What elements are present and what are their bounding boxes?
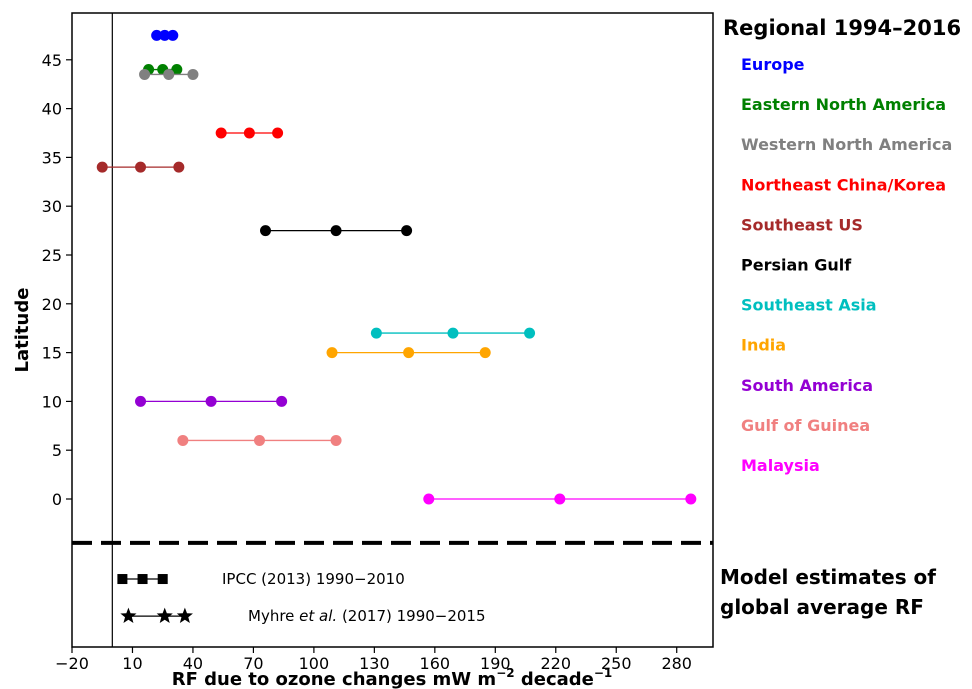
data-point xyxy=(159,29,171,41)
x-tick-label: 40 xyxy=(183,654,203,673)
legend: Europe Eastern North America Western North… xyxy=(741,55,952,475)
x-tick-label: 10 xyxy=(122,654,142,673)
y-ticks: 0 5 10 15 20 25 30 35 40 45 xyxy=(42,51,72,509)
data-point xyxy=(139,68,151,80)
data-point xyxy=(330,434,342,446)
x-tick-label: 130 xyxy=(359,654,390,673)
data-point xyxy=(370,327,382,339)
model-estimates-title-2: global average RF xyxy=(720,595,924,619)
data-point xyxy=(151,29,163,41)
x-tick-label: 220 xyxy=(541,654,572,673)
legend-item: Eastern North America xyxy=(741,95,946,114)
model-point-square xyxy=(117,574,128,585)
model-point-square xyxy=(157,574,168,585)
legend-item: South America xyxy=(741,376,873,395)
model-estimates-title-1: Model estimates of xyxy=(720,565,936,589)
model-point-star xyxy=(120,607,137,623)
y-tick-label: 25 xyxy=(42,246,62,265)
y-tick-label: 30 xyxy=(42,197,62,216)
x-tick-label: 70 xyxy=(243,654,263,673)
data-point xyxy=(524,327,536,339)
x-tick-label: −20 xyxy=(55,654,89,673)
data-point xyxy=(135,161,147,173)
x-tick-label: 250 xyxy=(601,654,632,673)
x-axis-label: RF due to ozone changes mW m−2 decade−1 xyxy=(172,666,613,689)
data-point xyxy=(243,127,255,139)
y-axis-label: Latitude xyxy=(12,288,33,373)
legend-item: Northeast China/Korea xyxy=(741,175,946,194)
legend-item: India xyxy=(741,336,786,355)
y-tick-label: 15 xyxy=(42,344,62,363)
legend-item: Europe xyxy=(741,55,805,74)
x-tick-label: 280 xyxy=(661,654,692,673)
y-tick-label: 10 xyxy=(42,392,62,411)
y-tick-label: 45 xyxy=(42,51,62,70)
data-point xyxy=(554,493,566,505)
plot-frame xyxy=(71,12,714,648)
y-tick-label: 35 xyxy=(42,148,62,167)
model-estimates: IPCC (2013) 1990−2010 Myhre et al. (2017)… xyxy=(117,570,486,625)
x-ticks: −20 10 40 70 100 130 160 190 220 250 280 xyxy=(55,647,692,673)
x-tick-label: 100 xyxy=(299,654,330,673)
data-point xyxy=(272,127,284,139)
data-point xyxy=(330,225,342,237)
data-point xyxy=(326,347,338,359)
y-tick-label: 20 xyxy=(42,295,62,314)
data-point xyxy=(187,68,199,80)
x-tick-label: 190 xyxy=(480,654,511,673)
legend-item: Southeast US xyxy=(741,215,863,234)
data-point xyxy=(685,493,697,505)
data-point xyxy=(401,225,413,237)
data-point xyxy=(173,161,185,173)
y-tick-label: 0 xyxy=(52,490,62,509)
x-tick-label: 160 xyxy=(420,654,451,673)
model-point-square xyxy=(137,574,148,585)
model-point-star xyxy=(176,607,193,623)
data-point xyxy=(447,327,459,339)
data-point xyxy=(403,347,415,359)
data-point xyxy=(163,68,175,80)
regional-series xyxy=(96,29,697,505)
data-point xyxy=(167,29,179,41)
data-point xyxy=(135,395,147,407)
legend-item: Western North America xyxy=(741,135,952,154)
data-point xyxy=(479,347,491,359)
data-point xyxy=(215,127,227,139)
model-label: Myhre et al. (2017) 1990−2015 xyxy=(248,607,486,625)
data-point xyxy=(171,64,183,76)
legend-title: Regional 1994–2016 xyxy=(723,16,961,40)
model-point-star xyxy=(156,607,173,623)
data-point xyxy=(260,225,272,237)
data-point xyxy=(96,161,108,173)
y-tick-label: 40 xyxy=(42,100,62,119)
data-point xyxy=(177,434,189,446)
legend-item: Malaysia xyxy=(741,456,820,475)
data-point xyxy=(253,434,265,446)
data-point xyxy=(423,493,435,505)
legend-item: Gulf of Guinea xyxy=(741,416,870,435)
legend-item: Persian Gulf xyxy=(741,256,852,275)
legend-item: Southeast Asia xyxy=(741,296,877,315)
y-tick-label: 5 xyxy=(52,441,62,460)
model-label: IPCC (2013) 1990−2010 xyxy=(222,570,405,588)
data-point xyxy=(205,395,217,407)
data-point xyxy=(276,395,288,407)
